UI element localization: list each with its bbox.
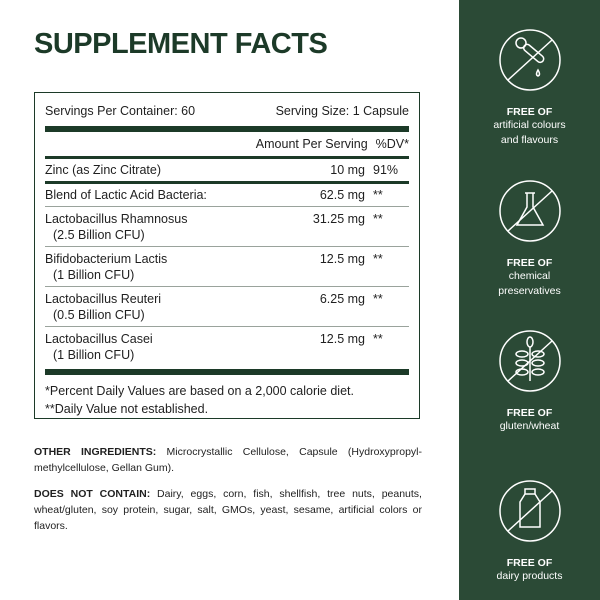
servings-row: Servings Per Container: 60 Serving Size:… <box>45 104 409 126</box>
table-row: Zinc (as Zinc Citrate) 10 mg 91% <box>45 159 409 181</box>
other-ingredients: OTHER INGREDIENTS: Microcrystallic Cellu… <box>34 444 422 476</box>
nutrient-dv: ** <box>373 292 383 306</box>
feature-text: and flavours <box>500 134 559 146</box>
nutrient-name: Blend of Lactic Acid Bacteria: <box>45 188 207 202</box>
nutrient-dv: ** <box>373 212 383 226</box>
feature-text: artificial colours <box>493 119 566 131</box>
nutrient-name: Lactobacillus Rhamnosus <box>45 212 188 226</box>
does-not-contain: DOES NOT CONTAIN: Dairy, eggs, corn, fis… <box>34 486 422 534</box>
table-row: Lactobacillus Reuteri (0.5 Billion CFU) 6… <box>45 287 409 326</box>
divider <box>45 326 409 327</box>
nutrient-amount: 62.5 mg <box>319 188 365 202</box>
footnote-not-established: **Daily Value not established. <box>45 402 209 416</box>
page-title: SUPPLEMENT FACTS <box>34 28 328 60</box>
feature-chemical-preservatives: FREE OF chemical preservatives <box>459 179 600 299</box>
nutrient-name: Lactobacillus Casei <box>45 332 153 346</box>
feature-artificial-colours: FREE OF artificial colours and flavours <box>459 28 600 148</box>
feature-text: dairy products <box>496 570 563 582</box>
nutrient-cfu: (1 Billion CFU) <box>53 268 135 282</box>
divider <box>45 181 409 184</box>
nutrient-dv: ** <box>373 332 383 346</box>
nutrient-amount: 12.5 mg <box>319 252 365 266</box>
feature-heading: FREE OF <box>506 557 553 569</box>
nutrient-cfu: (2.5 Billion CFU) <box>53 228 145 242</box>
feature-gluten-wheat: FREE OF gluten/wheat <box>459 329 600 434</box>
flask-icon <box>498 180 561 242</box>
nutrient-amount: 12.5 mg <box>319 332 365 346</box>
divider <box>45 286 409 287</box>
milk-bottle-icon <box>498 480 561 542</box>
nutrient-name: Lactobacillus Reuteri <box>45 292 162 306</box>
divider <box>45 369 409 375</box>
feature-heading: FREE OF <box>506 257 553 269</box>
amount-header: Amount Per Serving <box>255 137 368 151</box>
table-row: Blend of Lactic Acid Bacteria: 62.5 mg *… <box>45 184 409 206</box>
divider <box>45 156 409 159</box>
nutrient-dv: ** <box>373 188 383 202</box>
nutrient-cfu: (0.5 Billion CFU) <box>53 308 145 322</box>
table-row: Lactobacillus Casei (1 Billion CFU) 12.5 … <box>45 327 409 369</box>
nutrient-amount: 31.25 mg <box>312 212 365 226</box>
wheat-icon <box>498 330 561 392</box>
footnote-dv: *Percent Daily Values are based on a 2,0… <box>45 384 354 398</box>
feature-heading: FREE OF <box>506 407 553 419</box>
table-row: Lactobacillus Rhamnosus (2.5 Billion CFU)… <box>45 207 409 246</box>
dv-header: %DV* <box>375 137 409 151</box>
servings-per-container: Servings Per Container: 60 <box>45 104 196 118</box>
does-not-contain-label: DOES NOT CONTAIN: <box>34 488 151 500</box>
nutrient-cfu: (1 Billion CFU) <box>53 348 135 362</box>
nutrient-amount: 6.25 mg <box>319 292 365 306</box>
feature-text: chemical <box>508 270 551 282</box>
divider <box>45 126 409 132</box>
feature-text: gluten/wheat <box>499 420 560 432</box>
other-ingredients-text: Microcrystallic Cellulose, Capsule (Hydr… <box>34 446 422 474</box>
supplement-facts-label: Servings Per Container: 60 Serving Size:… <box>34 92 420 419</box>
divider <box>45 206 409 207</box>
feature-heading: FREE OF <box>506 106 553 118</box>
serving-size: Serving Size: 1 Capsule <box>275 104 409 118</box>
free-of-sidebar: FREE OF artificial colours and flavours … <box>459 0 600 600</box>
feature-dairy-products: FREE OF dairy products <box>459 479 600 584</box>
nutrient-name: Bifidobacterium Lactis <box>45 252 168 266</box>
nutrient-name: Zinc (as Zinc Citrate) <box>45 163 161 177</box>
nutrient-dv: 91% <box>373 163 399 177</box>
feature-text: preservatives <box>498 285 561 297</box>
table-row: Bifidobacterium Lactis (1 Billion CFU) 12… <box>45 247 409 286</box>
dropper-icon <box>498 29 561 91</box>
divider <box>45 246 409 247</box>
header-row: Amount Per Serving %DV* <box>45 132 409 156</box>
does-not-contain-text: Dairy, eggs, corn, fish, shellfish, tree… <box>34 488 422 532</box>
nutrient-amount: 10 mg <box>330 163 365 177</box>
other-ingredients-label: OTHER INGREDIENTS: <box>34 446 157 458</box>
nutrient-dv: ** <box>373 252 383 266</box>
